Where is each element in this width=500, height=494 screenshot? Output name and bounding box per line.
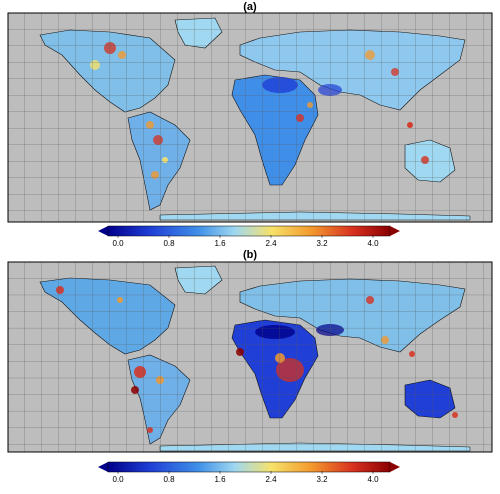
colorbar-tick-label: 2.4 [265, 475, 277, 484]
colorbar-tick-label: 0.0 [112, 475, 124, 484]
colorbar-a-min-arrow [98, 226, 108, 236]
graticule-b [8, 262, 492, 452]
colorbar-tick-label: 0.8 [163, 239, 175, 248]
map-a [7, 12, 493, 223]
graticule-a [8, 13, 492, 222]
colorbar-tick-label: 3.2 [316, 475, 328, 484]
colorbar-b-max-arrow [390, 462, 400, 472]
colorbar-tick-label: 3.2 [316, 239, 328, 248]
colorbar-a: 0.0 0.8 1.6 2.4 3.2 4.0 [98, 225, 400, 248]
map-a-frame [7, 12, 493, 223]
colorbar-tick-label: 0.0 [112, 239, 124, 248]
panel-b-label: (b) [243, 249, 257, 261]
colorbar-tick-label: 4.0 [367, 239, 379, 248]
colorbar-tick-label: 2.4 [265, 239, 277, 248]
panel-a-label: (a) [243, 1, 257, 13]
colorbar-b-ticks: 0.0 0.8 1.6 2.4 3.2 4.0 [112, 471, 379, 484]
colorbar-a-ticks: 0.0 0.8 1.6 2.4 3.2 4.0 [112, 235, 379, 248]
colorbar-tick-label: 4.0 [367, 475, 379, 484]
colorbar-a-bar [107, 225, 391, 237]
colorbar-b: 0.0 0.8 1.6 2.4 3.2 4.0 [98, 461, 400, 484]
colorbar-tick-label: 0.8 [163, 475, 175, 484]
colorbar-b-bar [107, 461, 391, 473]
colorbar-b-min-arrow [98, 462, 108, 472]
colorbar-tick-label: 1.6 [214, 239, 226, 248]
colorbar-a-max-arrow [390, 226, 400, 236]
map-b-frame [7, 261, 493, 453]
colorbar-tick-label: 1.6 [214, 475, 226, 484]
map-b [7, 261, 493, 453]
